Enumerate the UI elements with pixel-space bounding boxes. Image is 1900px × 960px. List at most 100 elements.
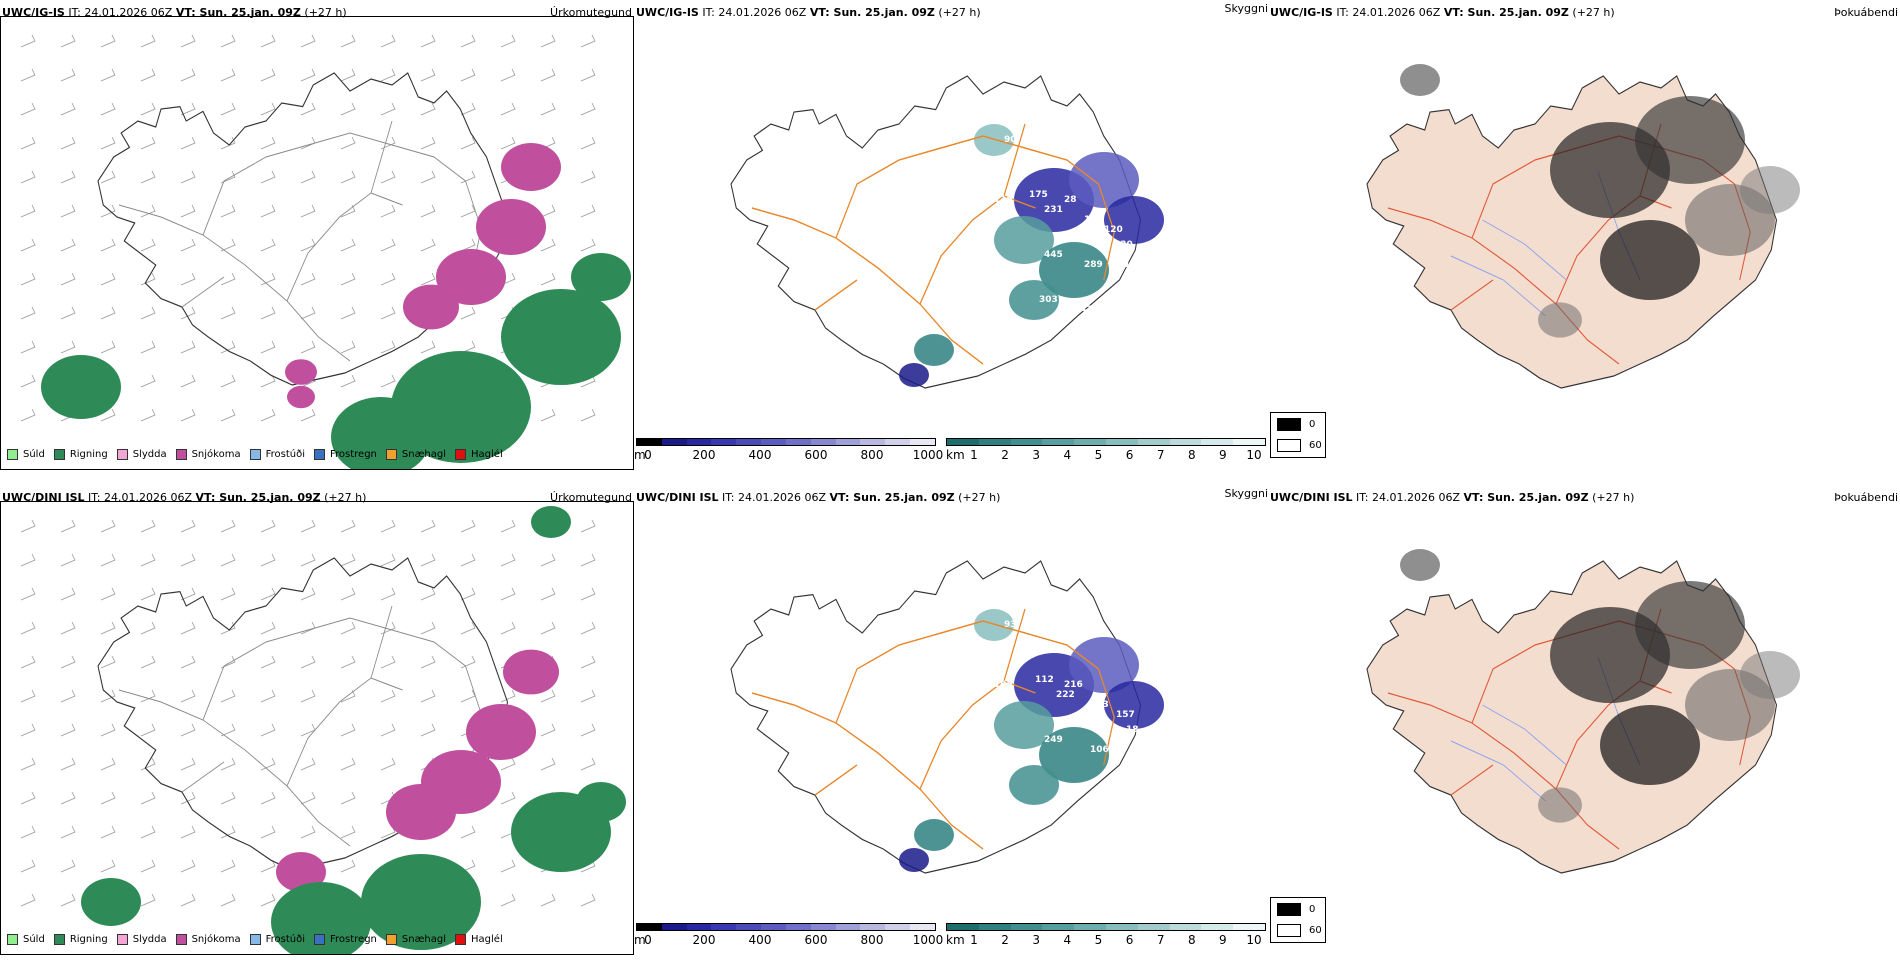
wind-barb <box>220 306 236 320</box>
colorbar-cell <box>860 924 886 930</box>
wind-barb <box>300 757 316 771</box>
visibility-colorbar <box>946 923 1266 931</box>
precip-map-frame: Súld Rigning Slydda Snjókoma Frostúði Frostre… <box>0 501 634 955</box>
precip-legend-item: Frostregn <box>314 933 377 945</box>
wind-barb <box>260 791 276 805</box>
wind-barb <box>140 825 156 839</box>
visibility-tick-label: 9 <box>1219 448 1227 462</box>
precip-type-panel: UWC/DINI ISL IT: 24.01.2026 06Z VT: Sun.… <box>0 485 634 955</box>
ceiling-unit: m <box>634 933 646 947</box>
wind-barb <box>340 723 356 737</box>
wind-barb <box>300 621 316 635</box>
ceiling-value: 31 <box>964 410 977 420</box>
precip-map-frame: Súld Rigning Slydda Snjókoma Frostúði Frostre… <box>0 16 634 470</box>
wind-barb <box>60 893 76 907</box>
ceiling-value: 231 <box>1044 205 1063 215</box>
wind-barb <box>100 757 116 771</box>
fog-title: Þokuábendi <box>1834 6 1898 19</box>
colorbar-cell <box>978 924 1011 930</box>
wind-barb <box>340 519 356 533</box>
visibility-tick-label: 3 <box>1032 933 1041 947</box>
visibility-ticks: 1 2 3 4 5 6 7 8 9 10 <box>970 448 1266 462</box>
visibility-title: Skyggni <box>1224 2 1268 15</box>
colorbar-cell <box>637 439 662 445</box>
colorbar-cell <box>661 439 687 445</box>
colorbar-cell <box>761 924 786 930</box>
wind-barb <box>460 689 476 703</box>
colorbar-cell <box>885 924 911 930</box>
precip-type-title: Úrkomutegund <box>550 6 632 19</box>
field-patch <box>1740 651 1800 699</box>
precip-legend-swatch <box>7 933 18 945</box>
wind-barb <box>60 723 76 737</box>
visibility-tick-label: 1 <box>970 448 978 462</box>
visibility-tick-label: 4 <box>1063 448 1072 462</box>
wind-barb <box>460 621 476 635</box>
wind-barb <box>140 621 156 635</box>
precip-legend-item: Rigning <box>53 933 108 945</box>
field-patch <box>361 854 481 950</box>
ceiling-unit: m <box>634 448 646 462</box>
field-patch <box>271 882 371 955</box>
field-patch <box>1538 302 1582 338</box>
fog-map <box>1366 549 1800 874</box>
field-patch <box>1400 549 1440 581</box>
wind-barb <box>220 689 236 703</box>
ceiling-value: 120 <box>1104 225 1123 235</box>
wind-barb <box>180 102 196 116</box>
wind-barb <box>340 102 356 116</box>
fog-legend-label-0: 0 <box>1309 419 1316 430</box>
wind-barb <box>260 34 276 48</box>
precip-legend-label: Snjókoma <box>191 448 241 460</box>
precip-legend-item: Frostregn <box>314 448 377 460</box>
colorbar-cell <box>785 924 811 930</box>
colorbar-cell <box>1074 439 1106 445</box>
fog-legend-label-60: 60 <box>1309 925 1322 936</box>
wind-barb <box>180 204 196 218</box>
visibility-tick-label: 2 <box>1001 933 1009 947</box>
field-patch <box>531 506 571 538</box>
ceiling-value: 62 <box>999 285 1012 295</box>
precip-fields <box>81 506 626 955</box>
ceiling-value: 116 <box>994 195 1013 205</box>
wind-barb <box>20 272 36 286</box>
wind-barb <box>60 34 76 48</box>
wind-barb <box>380 272 396 286</box>
wind-barb <box>20 374 36 388</box>
visibility-tick-label: 5 <box>1094 448 1103 462</box>
wind-barb <box>260 859 276 873</box>
wind-barb <box>60 689 76 703</box>
wind-barb <box>340 306 356 320</box>
wind-barb <box>260 374 276 388</box>
visibility-tick-label: 7 <box>1156 933 1165 947</box>
field-patch <box>1069 637 1139 693</box>
visibility-tick-label: 6 <box>1125 933 1134 947</box>
wind-barb <box>220 621 236 635</box>
wind-barb <box>340 757 356 771</box>
wind-barb <box>420 587 436 601</box>
wind-barb <box>140 34 156 48</box>
colorbar-cell <box>810 439 836 445</box>
wind-barb <box>180 553 196 567</box>
precip-legend-label: Slydda <box>132 448 167 460</box>
precip-fields <box>41 143 631 470</box>
wind-barb <box>420 723 436 737</box>
wind-barb <box>340 655 356 669</box>
colorbar-cell <box>1105 439 1138 445</box>
precip-legend-swatch <box>175 448 187 460</box>
wind-barb <box>500 102 516 116</box>
wind-barb <box>300 553 316 567</box>
precip-legend-swatch <box>175 933 187 945</box>
wind-barb <box>340 553 356 567</box>
road-lines <box>751 608 1115 850</box>
colorbar-cell <box>686 439 712 445</box>
wind-barb <box>180 34 196 48</box>
fog-panel: UWC/DINI ISL IT: 24.01.2026 06Z VT: Sun.… <box>1270 485 1900 955</box>
wind-barb <box>220 553 236 567</box>
wind-barb <box>420 655 436 669</box>
wind-barb <box>220 170 236 184</box>
colorbar-cell <box>736 439 762 445</box>
wind-barb <box>60 306 76 320</box>
colorbar-cell <box>736 924 762 930</box>
wind-barb <box>180 893 196 907</box>
